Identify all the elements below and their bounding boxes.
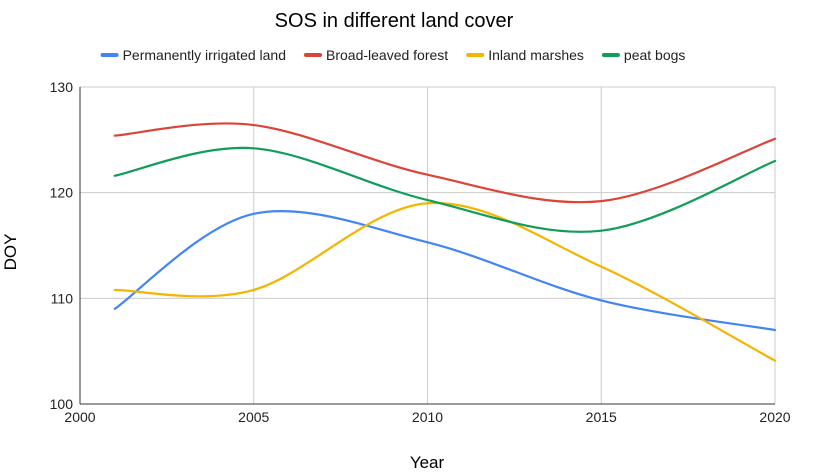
legend-item-inland-marshes: Inland marshes [466,47,584,63]
series-lines [113,122,777,362]
series-line-broad-leaved-forest [113,122,777,204]
x-tick-label: 2000 [64,409,95,425]
series-line-permanently-irrigated-land [113,210,777,332]
chart-title: SOS in different land cover [275,10,514,32]
legend: Permanently irrigated land Broad-leaved f… [100,47,686,63]
tick-labels: 100 110 120 130 2000 2005 2010 2015 2020 [50,79,791,425]
y-tick-label: 120 [50,185,74,201]
legend-label: Inland marshes [488,47,584,63]
gridlines [79,86,776,405]
series-line-peat-bogs [113,146,777,233]
x-axis-title: Year [410,453,445,472]
x-tick-label: 2015 [586,409,617,425]
legend-item-broad-leaved-forest: Broad-leaved forest [304,47,448,63]
legend-item-peat-bogs: peat bogs [601,47,686,63]
legend-label: peat bogs [624,47,686,63]
y-tick-label: 130 [50,79,74,95]
x-tick-label: 2020 [759,409,790,425]
legend-label: Permanently irrigated land [123,47,286,63]
legend-label: Broad-leaved forest [326,47,448,63]
legend-item-permanently-irrigated-land: Permanently irrigated land [100,47,286,63]
y-tick-label: 100 [50,396,74,412]
x-tick-label: 2005 [238,409,269,425]
x-tick-label: 2010 [412,409,443,425]
series-line-inland-marshes [113,201,777,362]
y-axis-title: DOY [1,234,20,271]
y-tick-label: 110 [51,290,74,306]
